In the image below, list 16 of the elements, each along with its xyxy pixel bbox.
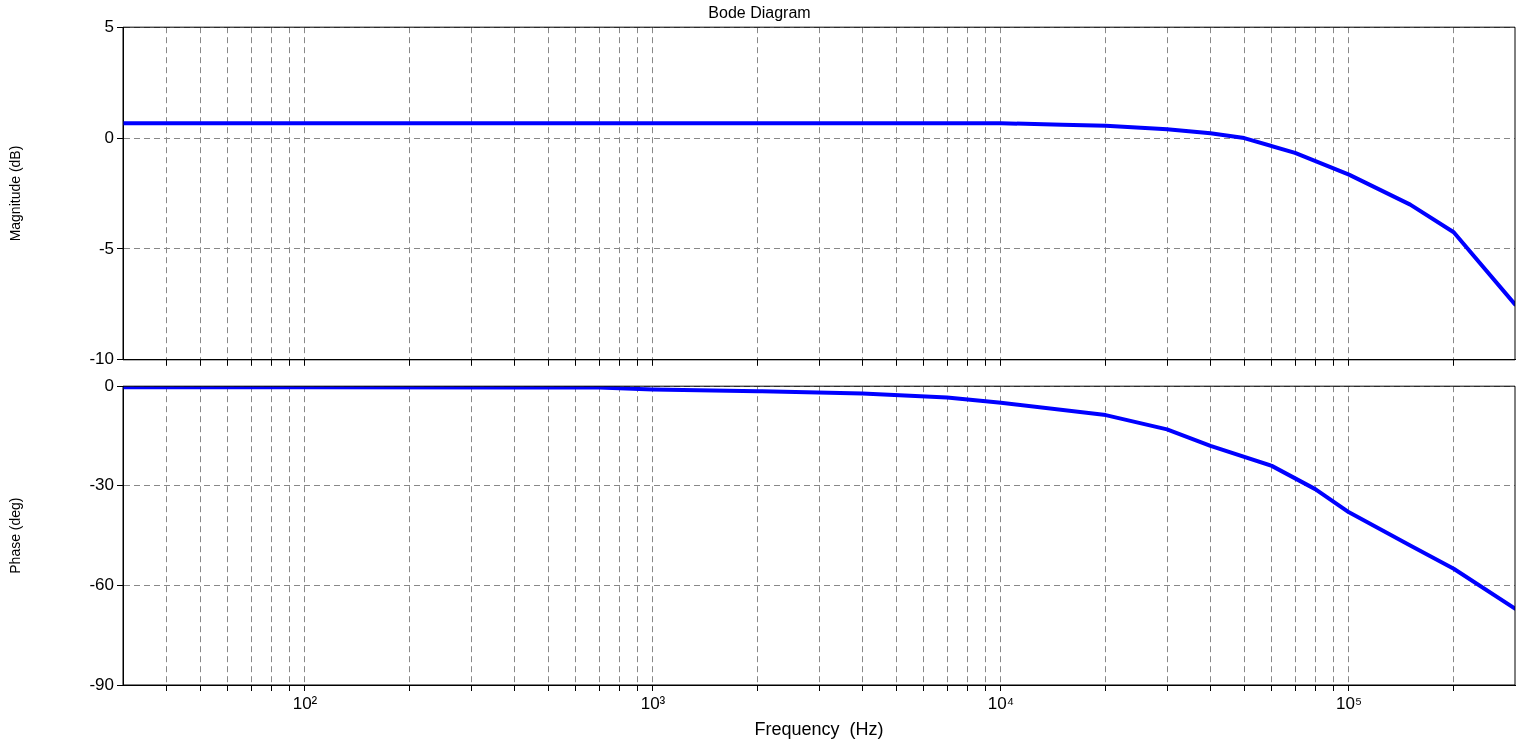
y-tick-label: 0 [104,375,114,395]
x-tick-label: 10³ [640,693,666,713]
x-tick-label: 10⁵ [1335,693,1362,713]
y-tick-label: -60 [89,575,114,595]
y-tick-label: 0 [104,127,114,147]
y-tick-label: 5 [104,16,114,36]
y-tick-label: -5 [98,238,114,258]
y-tick-label: -90 [89,674,114,694]
x-tick-label: 10⁴ [987,693,1015,713]
y-axis-title: Phase (deg) [7,497,24,574]
y-tick-label: -10 [89,349,114,369]
chart-title: Bode Diagram [708,4,811,22]
x-axis-title: Frequency (Hz) [754,719,884,740]
y-tick-label: -30 [89,475,114,495]
x-tick-label: 10² [292,693,318,713]
y-axis-title: Magnitude (dB) [7,145,24,242]
